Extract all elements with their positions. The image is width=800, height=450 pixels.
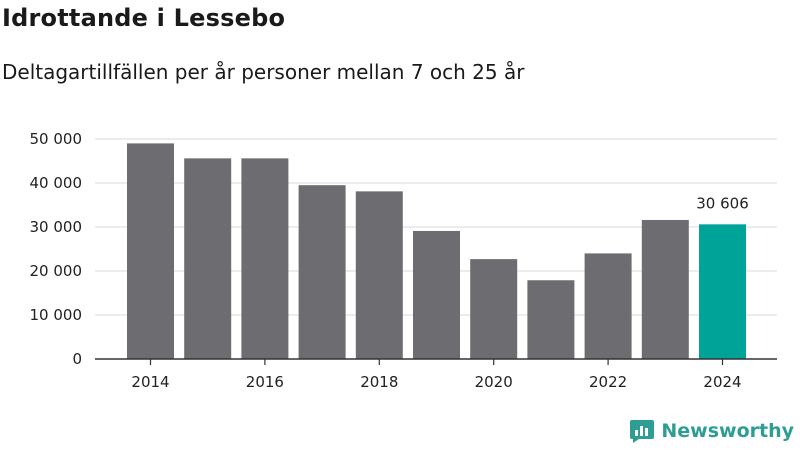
bar-2017 xyxy=(298,185,346,359)
bar-2018 xyxy=(355,191,403,359)
y-tick-label: 50 000 xyxy=(30,130,83,148)
x-tick-label: 2014 xyxy=(131,373,169,391)
x-tick-label: 2016 xyxy=(246,373,284,391)
y-tick-label: 40 000 xyxy=(30,174,83,192)
chart-subtitle: Deltagartillfällen per år personer mella… xyxy=(2,60,525,84)
y-tick-label: 0 xyxy=(72,350,82,368)
y-tick-label: 30 000 xyxy=(30,218,83,236)
bar-2015 xyxy=(184,158,232,359)
bar-2021 xyxy=(527,280,575,359)
x-tick-label: 2020 xyxy=(475,373,513,391)
data-label: 30 606 xyxy=(696,194,749,212)
bar-2024 xyxy=(699,224,746,359)
newsworthy-logo: Newsworthy xyxy=(629,418,794,444)
bar-2020 xyxy=(470,259,518,359)
bar-2022 xyxy=(584,253,632,359)
x-tick-label: 2018 xyxy=(360,373,398,391)
x-tick-label: 2022 xyxy=(589,373,627,391)
bar-2023 xyxy=(641,219,689,359)
y-tick-label: 20 000 xyxy=(30,262,83,280)
bar-2016 xyxy=(241,158,289,359)
brand-name: Newsworthy xyxy=(661,420,794,442)
bar-2014 xyxy=(127,143,174,359)
y-tick-label: 10 000 xyxy=(30,306,83,324)
chart-title: Idrottande i Lessebo xyxy=(2,4,286,32)
newsworthy-logo-icon xyxy=(630,420,655,443)
x-tick-label: 2024 xyxy=(703,373,741,391)
bar-2019 xyxy=(413,230,460,359)
